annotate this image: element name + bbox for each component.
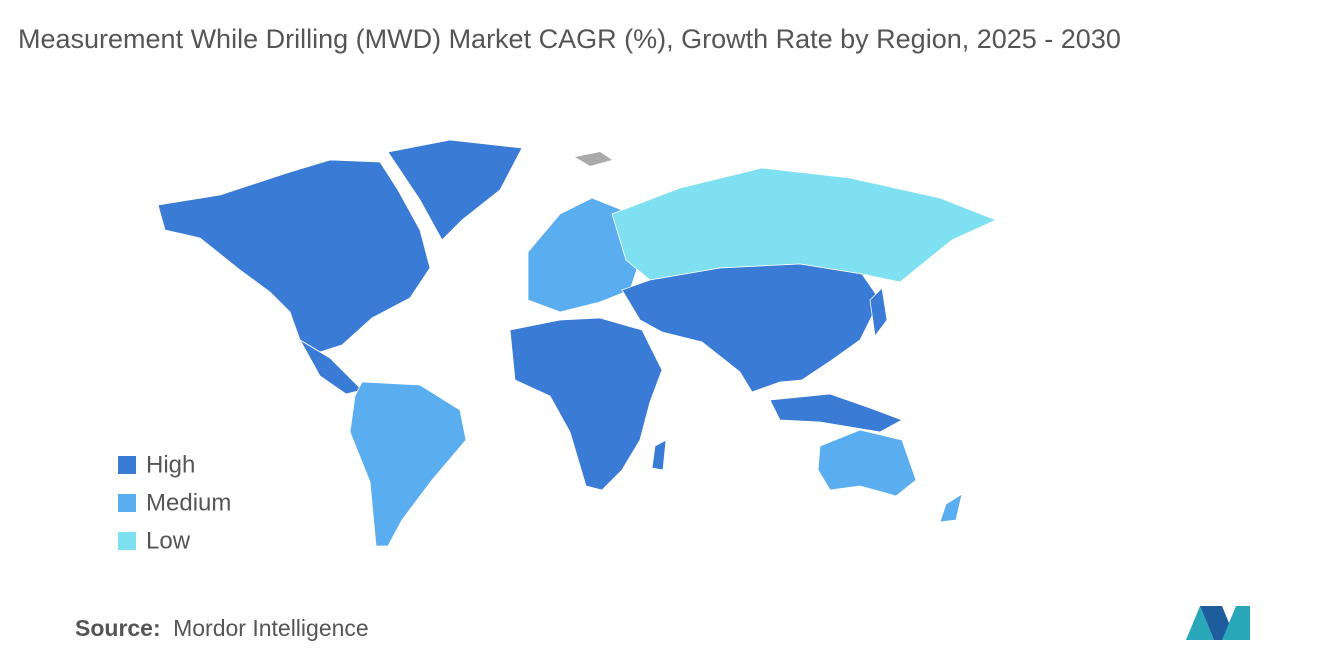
legend-swatch — [118, 532, 136, 550]
title: Measurement While Drilling (MWD) Market … — [18, 24, 1121, 54]
legend-label: Medium — [146, 489, 231, 516]
south-america — [349, 381, 467, 547]
legend: High Medium Low — [118, 451, 231, 554]
world-map — [157, 139, 998, 547]
europe — [527, 197, 641, 313]
japan — [869, 287, 888, 338]
indonesia — [769, 393, 903, 433]
source: Source: Mordor Intelligence — [75, 615, 369, 641]
legend-swatch — [118, 494, 136, 512]
asia — [621, 263, 881, 393]
legend-swatch — [118, 456, 136, 474]
africa — [509, 317, 663, 491]
new-zealand — [939, 493, 963, 523]
madagascar — [651, 439, 667, 471]
greenland — [387, 139, 523, 241]
logo — [1186, 606, 1250, 640]
legend-label: High — [146, 451, 195, 478]
north-america — [157, 159, 431, 353]
source-value: Mordor Intelligence — [173, 615, 369, 641]
legend-label: Low — [146, 527, 191, 554]
australia — [817, 429, 917, 497]
no-data — [575, 152, 612, 166]
source-label: Source: — [75, 615, 161, 641]
